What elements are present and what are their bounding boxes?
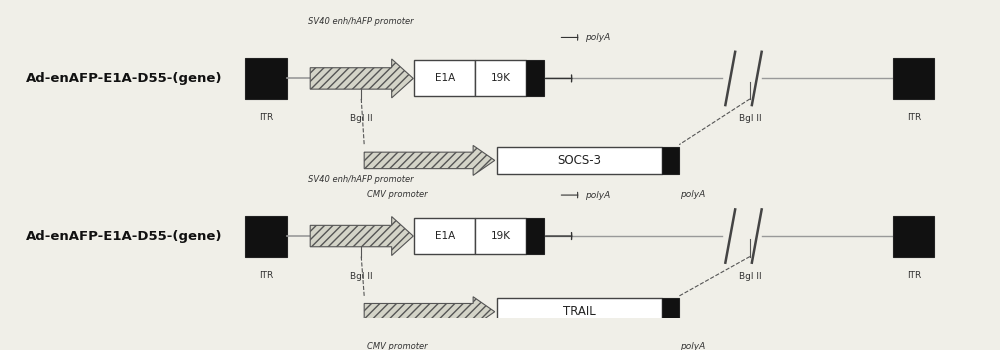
Text: Ad-enAFP-E1A-D55-(gene): Ad-enAFP-E1A-D55-(gene) (25, 230, 222, 243)
Polygon shape (364, 297, 495, 327)
Text: CMV promoter: CMV promoter (367, 190, 428, 199)
Polygon shape (364, 145, 495, 175)
Text: ITR: ITR (907, 271, 921, 280)
Text: Bgl II: Bgl II (739, 114, 761, 123)
Bar (526, 218, 544, 254)
Bar (497, 147, 662, 174)
Text: SOCS-3: SOCS-3 (557, 154, 601, 167)
Text: Bgl II: Bgl II (739, 272, 761, 281)
Bar (414, 61, 475, 97)
Bar (893, 216, 934, 257)
Text: E1A: E1A (435, 74, 455, 83)
Text: SV40 enh/hAFP promoter: SV40 enh/hAFP promoter (308, 175, 414, 184)
Text: ITR: ITR (259, 113, 273, 122)
Text: ITR: ITR (907, 113, 921, 122)
Polygon shape (310, 59, 413, 98)
Text: polyA: polyA (680, 342, 706, 350)
Bar (475, 61, 526, 97)
Bar (662, 147, 679, 174)
Text: polyA: polyA (680, 190, 706, 199)
Polygon shape (310, 217, 413, 256)
Text: Ad-enAFP-E1A-D55-(gene): Ad-enAFP-E1A-D55-(gene) (25, 72, 222, 85)
Text: polyA: polyA (585, 33, 610, 42)
Text: Bgl II: Bgl II (350, 114, 373, 123)
Bar (245, 58, 287, 99)
Text: polyA: polyA (585, 190, 610, 199)
Bar (245, 216, 287, 257)
Text: Bgl II: Bgl II (350, 272, 373, 281)
Text: TRAIL: TRAIL (563, 305, 596, 318)
Text: 19K: 19K (491, 74, 511, 83)
Text: ITR: ITR (259, 271, 273, 280)
Bar (475, 218, 526, 254)
Text: SV40 enh/hAFP promoter: SV40 enh/hAFP promoter (308, 18, 414, 26)
Text: CMV promoter: CMV promoter (367, 342, 428, 350)
Text: E1A: E1A (435, 231, 455, 241)
Bar (497, 298, 662, 326)
Bar (893, 58, 934, 99)
Bar (526, 61, 544, 97)
Text: 19K: 19K (491, 231, 511, 241)
Bar (414, 218, 475, 254)
Bar (662, 298, 679, 326)
